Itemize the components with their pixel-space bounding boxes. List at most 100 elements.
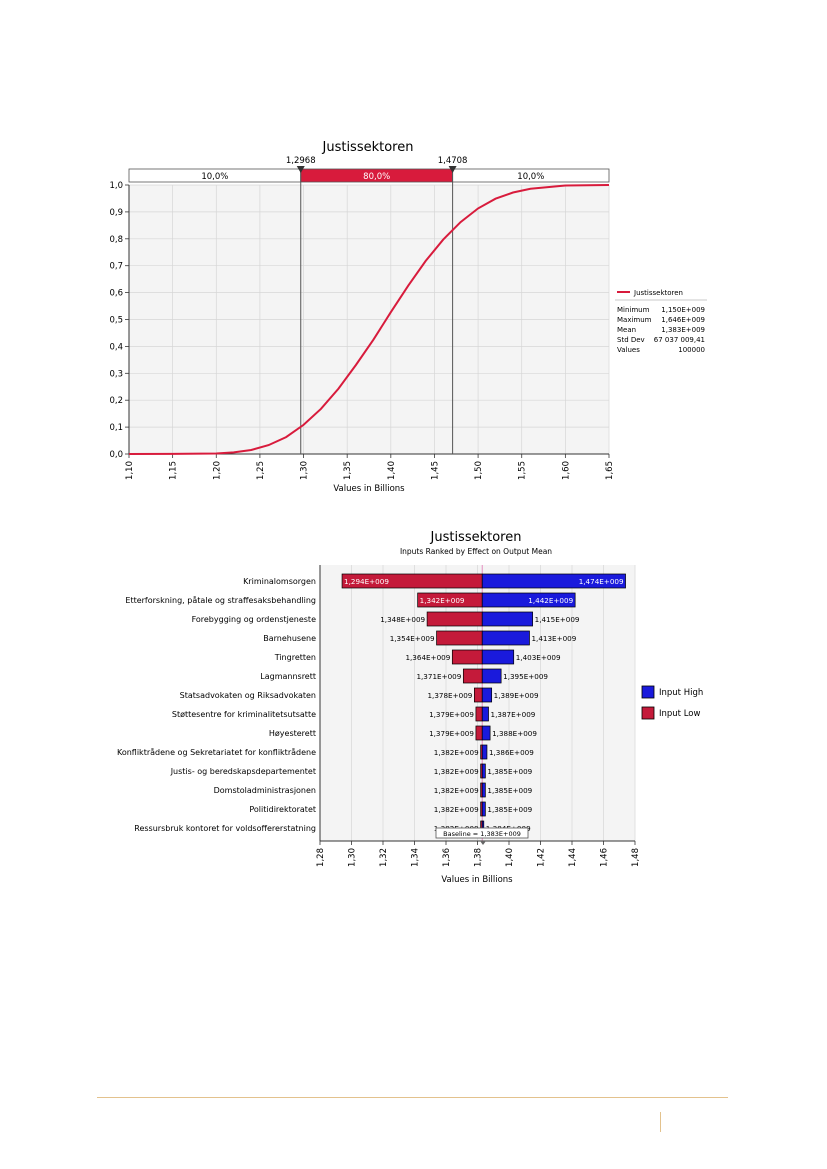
bar-label-low: 1,348E+009: [380, 615, 425, 624]
bar-label-low: 1,382E+009: [434, 748, 479, 757]
baseline-label: Baseline = 1,383E+009: [443, 830, 521, 838]
bar-input-low: [462, 668, 483, 684]
delimiter-handle[interactable]: [296, 166, 305, 173]
bar-label-low: 1,382E+009: [434, 767, 479, 776]
bar-label-low: 1,371E+009: [416, 672, 461, 681]
x-tick-label: 1,36: [442, 848, 452, 867]
bar-label-high: 1,387E+009: [491, 710, 536, 719]
bar-label-high: 1,386E+009: [489, 748, 534, 757]
bar-input-high: [481, 706, 489, 722]
bar-label-low: 1,378E+009: [427, 691, 472, 700]
probability-band-label: 80,0%: [363, 172, 390, 182]
bar-label-high: 1,385E+009: [487, 805, 532, 814]
x-tick-label: 1,44: [568, 848, 578, 867]
y-tick-label: 0,3: [109, 369, 123, 379]
bar-input-high: [481, 611, 533, 627]
x-tick-label: 1,35: [343, 461, 353, 480]
bar-label-high: 1,474E+009: [579, 577, 624, 586]
tornado-bars: Kriminalomsorgen 1,294E+009 1,474E+009 Ette…: [117, 573, 626, 836]
legend-swatch-input-low: [641, 706, 655, 720]
y-tick-label: 0,6: [109, 289, 123, 299]
category-label: Barnehusene: [263, 634, 316, 643]
x-tick-label: 1,30: [348, 848, 358, 867]
chart1-title: Justissektoren: [322, 140, 414, 155]
bar-input-high: [481, 725, 491, 741]
category-label: Støttesentre for kriminalitetsutsatte: [172, 710, 316, 719]
footer-tick: [660, 1112, 661, 1132]
stat-value: 1,383E+009: [661, 326, 705, 334]
x-tick-label: 1,38: [474, 848, 484, 867]
footer-rule: [97, 1097, 728, 1098]
stat-label: Std Dev: [617, 336, 645, 344]
tornado-chart: Justissektoren Inputs Ranked by Effect o…: [117, 530, 703, 885]
y-tick-label: 1,0: [109, 181, 123, 191]
category-label: Statsadvokaten og Riksadvokaten: [180, 691, 316, 700]
x-tick-label: 1,55: [518, 461, 528, 480]
delimiter-handle[interactable]: [448, 166, 457, 173]
x-tick-label: 1,46: [600, 848, 610, 867]
bar-label-low: 1,379E+009: [429, 729, 474, 738]
chart2-axes: 1,28 1,30 1,32 1,34 1,36 1,38 1,40 1,42 1,44 1,46…: [316, 565, 641, 867]
chart1-legend: Justissektoren Minimum 1,150E+009 Maximum 1…: [615, 289, 707, 354]
statistics-table: Minimum 1,150E+009 Maximum 1,646E+009 Mean 1,…: [617, 306, 705, 354]
bar-label-low: 1,382E+009: [434, 805, 479, 814]
legend-label-justissektoren: Justissektoren: [633, 289, 683, 297]
y-tick-label: 0,4: [109, 342, 123, 352]
y-tick-label: 0,8: [109, 235, 123, 245]
stat-label: Values: [617, 346, 640, 354]
bar-input-low: [426, 611, 483, 627]
x-tick-label: 1,65: [605, 461, 615, 480]
category-label: Lagmannsrett: [260, 672, 316, 681]
x-tick-label: 1,34: [411, 848, 421, 867]
category-label: Politidirektoratet: [249, 805, 316, 814]
delimiter-label: 1,2968: [286, 156, 316, 166]
y-tick-label: 0,9: [109, 208, 123, 218]
legend-label-input-low: Input Low: [659, 709, 700, 719]
bar-input-high: [481, 573, 626, 589]
y-tick-label: 0,0: [109, 450, 123, 460]
bar-label-low: 1,382E+009: [434, 786, 479, 795]
chart1-delimiters: 1,2968 1,4708: [286, 156, 467, 454]
chart2-x-axis-label: Values in Billions: [441, 875, 513, 885]
bar-label-high: 1,413E+009: [531, 634, 576, 643]
bar-input-low: [436, 630, 483, 646]
bar-label-high: 1,415E+009: [535, 615, 580, 624]
chart2-legend: Input High Input Low: [641, 685, 703, 720]
baseline-triangle: [480, 841, 486, 845]
baseline-label-box: [435, 827, 529, 839]
bar-input-high: [481, 592, 576, 608]
bar-label-low: 1,342E+009: [420, 596, 465, 605]
x-tick-label: 1,10: [125, 461, 135, 480]
cumulative-distribution-chart: Justissektoren 10,0% 80,0% 10,0% 1,10 1,15 1…: [109, 140, 707, 494]
y-tick-label: 0,7: [109, 262, 123, 272]
stat-value: 1,150E+009: [661, 306, 705, 314]
category-label: Ressursbruk kontoret for voldsofferersta…: [134, 824, 316, 833]
chart1-x-axis-label: Values in Billions: [333, 484, 405, 494]
legend-swatch-input-high: [641, 685, 655, 699]
bar-label-low: 1,364E+009: [405, 653, 450, 662]
category-label: Tingretten: [274, 653, 316, 662]
bar-input-low: [475, 706, 483, 722]
category-label: Høyesterett: [269, 729, 316, 738]
x-tick-label: 1,40: [505, 848, 515, 867]
bar-input-high: [481, 687, 493, 703]
bar-input-high: [481, 744, 488, 760]
bar-label-high: 1,395E+009: [503, 672, 548, 681]
bar-input-low: [475, 725, 483, 741]
y-tick-label: 0,1: [109, 423, 123, 433]
x-tick-label: 1,48: [631, 848, 641, 867]
bar-label-high: 1,442E+009: [528, 596, 573, 605]
y-tick-label: 0,2: [109, 396, 123, 406]
category-label: Konfliktrådene og Sekretariatet for konf…: [117, 747, 316, 757]
x-tick-label: 1,15: [169, 461, 179, 480]
category-label: Kriminalomsorgen: [243, 577, 316, 586]
bar-input-high: [481, 782, 486, 798]
bar-input-high: [481, 649, 515, 665]
x-tick-label: 1,25: [256, 461, 266, 480]
bar-label-high: 1,385E+009: [487, 786, 532, 795]
baseline-marker: Baseline = 1,383E+009: [435, 827, 529, 845]
y-tick-label: 0,5: [109, 316, 123, 326]
chart2-subtitle: Inputs Ranked by Effect on Output Mean: [400, 547, 552, 556]
bar-input-high: [481, 763, 486, 779]
probability-band-strip: 10,0% 80,0% 10,0%: [128, 168, 610, 183]
